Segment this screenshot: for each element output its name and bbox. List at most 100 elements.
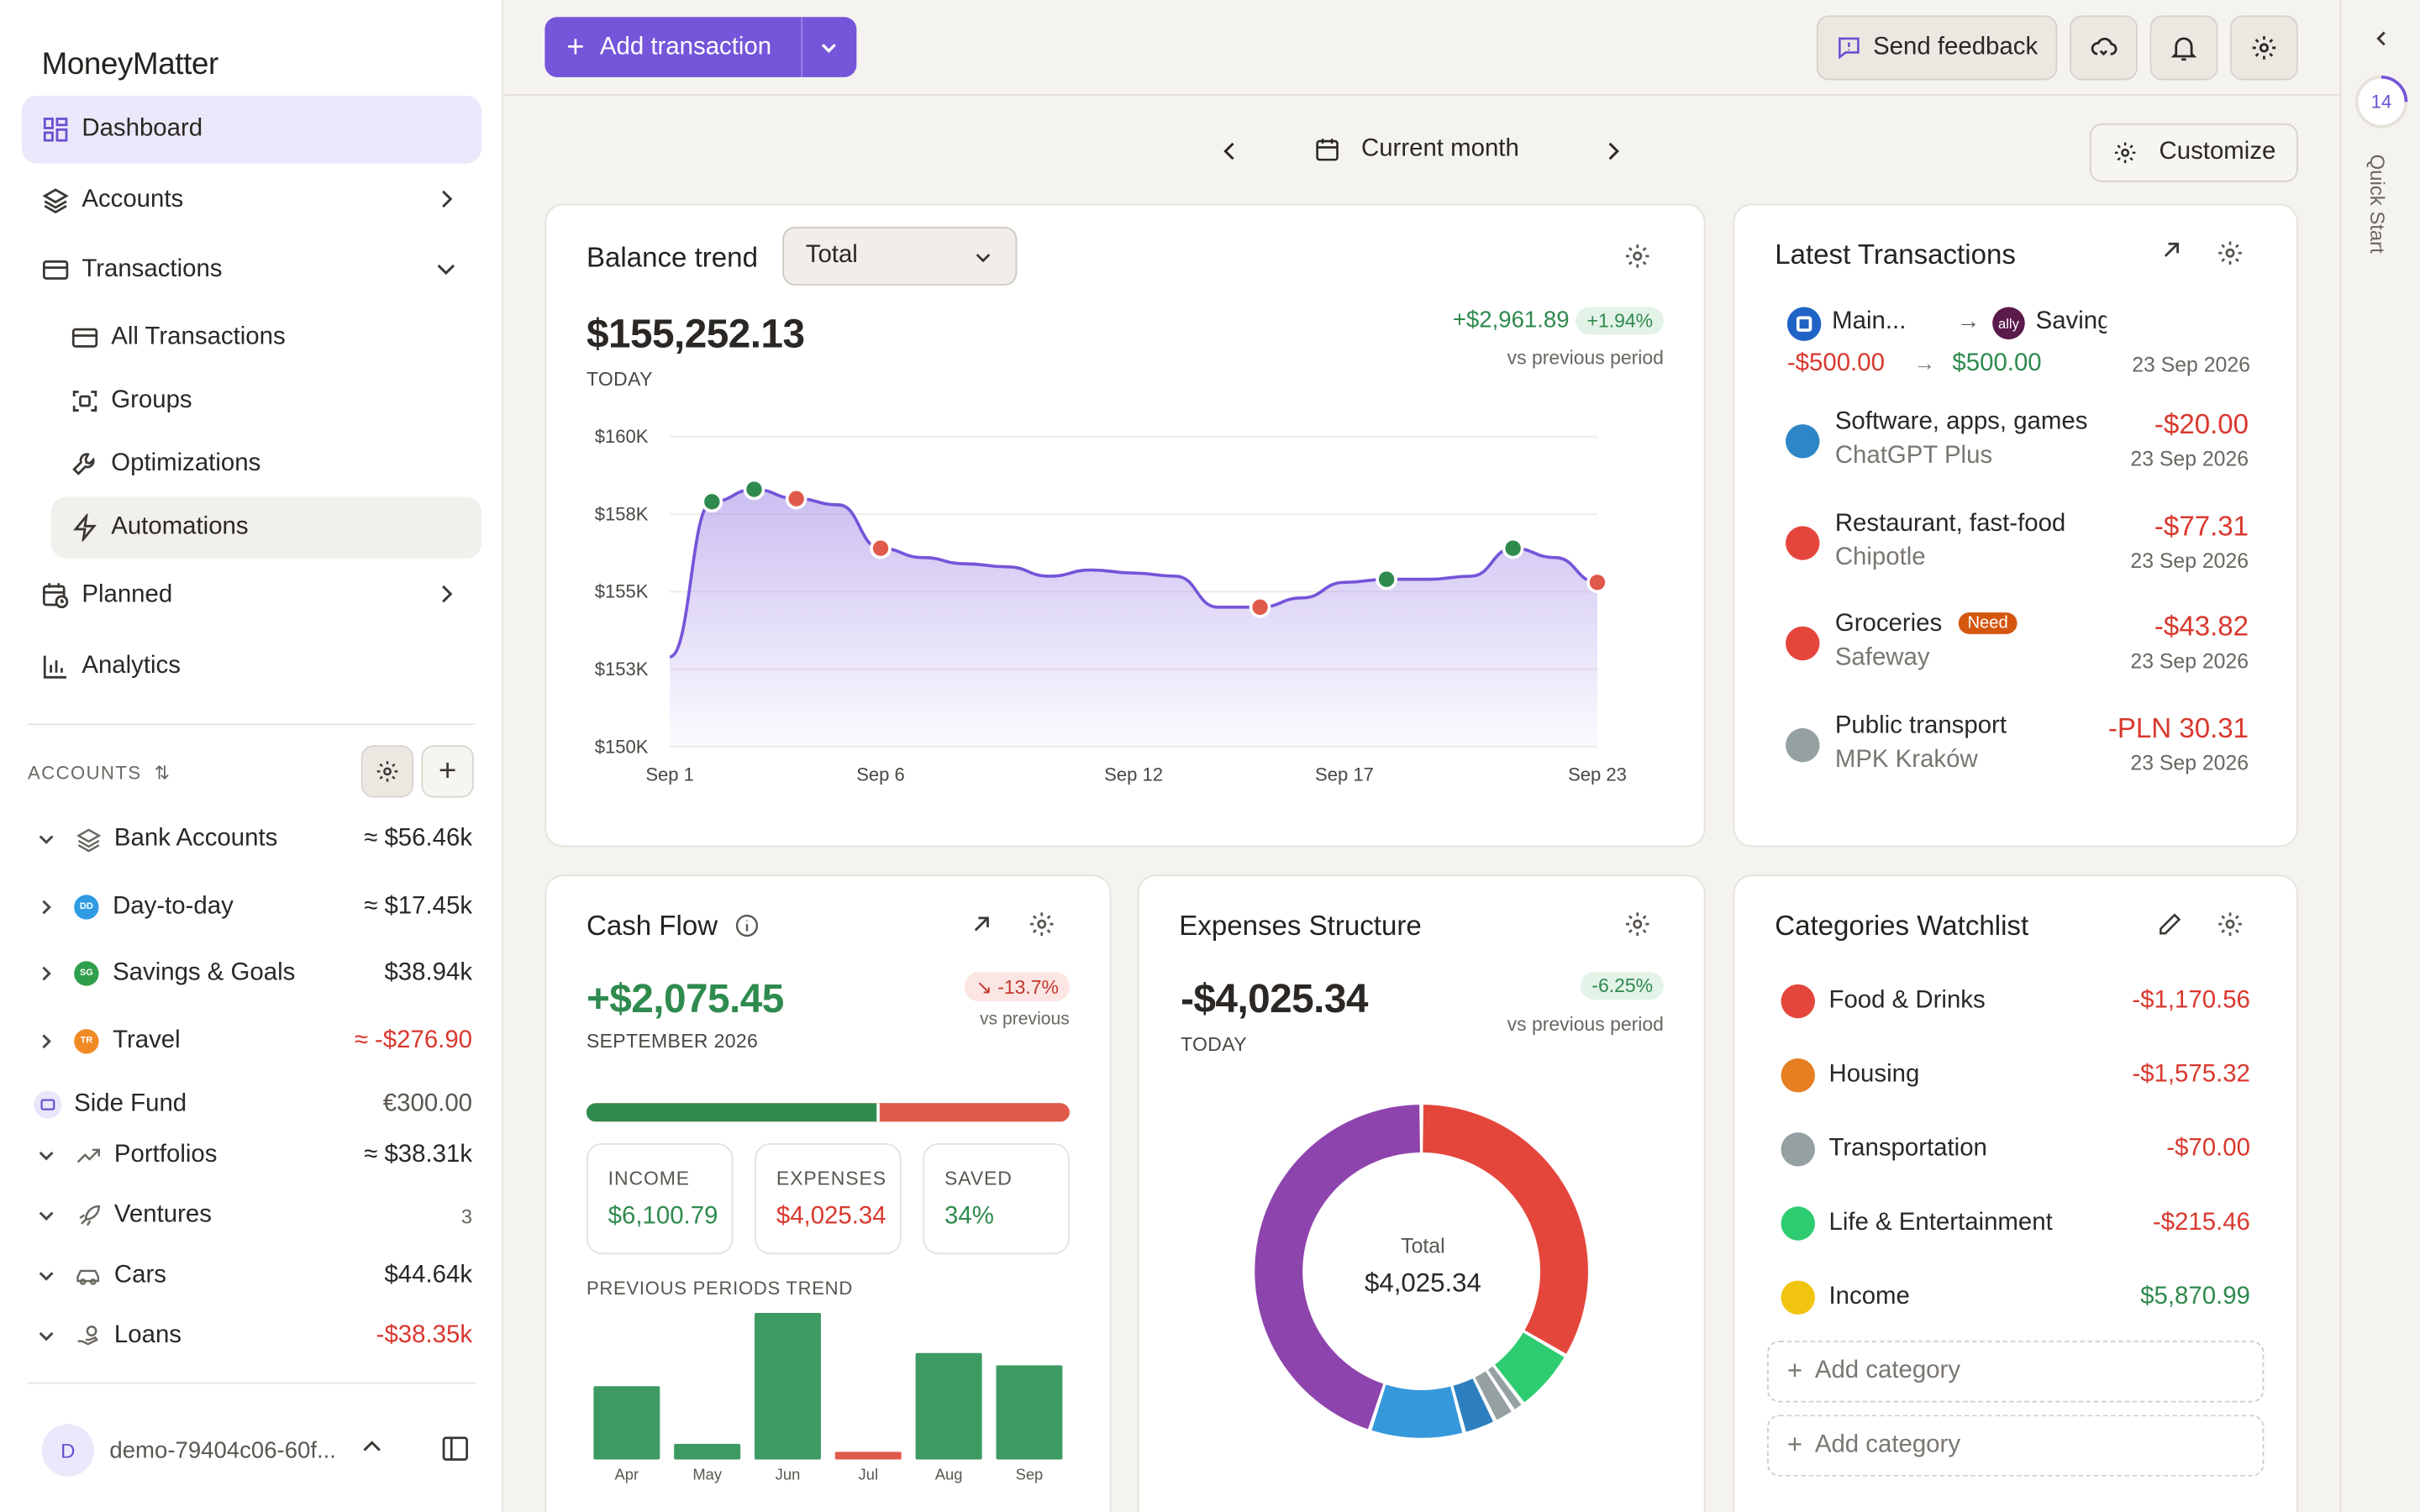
box-value: $4,025.34 [776, 1203, 886, 1230]
plus-icon: + [566, 29, 585, 65]
account-name: Portfolios [113, 1142, 218, 1168]
account-badge: DD [74, 895, 99, 920]
expenses-donut-chart [1255, 1105, 1588, 1438]
expand-icon[interactable] [971, 913, 992, 942]
transaction-row[interactable]: Groceries Need Safeway -$43.82 23 Sep 20… [1786, 608, 2249, 682]
nav-planned[interactable]: Planned [22, 562, 481, 630]
transaction-row[interactable]: Software, apps, games ChatGPT Plus -$20.… [1786, 406, 2249, 480]
transfer-row[interactable]: Main... → ally Saving -$500.00 → $500.00… [1786, 304, 2250, 396]
accounts-header[interactable]: ACCOUNTS ⇅ [28, 762, 171, 784]
accounts-settings-button[interactable] [360, 745, 414, 798]
divider [28, 1382, 476, 1384]
next-period-button[interactable] [1602, 139, 1623, 171]
category-dot [1786, 727, 1820, 763]
gear-icon[interactable] [1028, 911, 1055, 938]
vs-label: vs previous period [1507, 1013, 1664, 1036]
category-label: Groceries [1834, 611, 1943, 638]
y-tick-label: $158K [595, 503, 649, 524]
nav-automations[interactable]: Automations [50, 497, 482, 559]
account-group-portfolios[interactable]: Portfolios ≈ $38.31k [34, 1132, 472, 1179]
account-day-to-day[interactable]: DD Day-to-day ≈ $17.45k [34, 884, 472, 930]
watchlist-row[interactable]: Housing -$1,575.32 [1781, 1057, 2250, 1094]
nav-optimizations[interactable]: Optimizations [51, 433, 481, 495]
add-category-button[interactable]: + Add category [1767, 1415, 2265, 1477]
category-name: Life & Entertainment [1828, 1209, 2053, 1236]
nav-all-transactions[interactable]: All Transactions [51, 307, 481, 368]
donut-slice [1475, 1371, 1512, 1420]
account-travel[interactable]: TR Travel ≈ -$276.90 [34, 1018, 472, 1064]
bar-label: Jul [859, 1465, 878, 1483]
customize-button[interactable]: Customize [2089, 123, 2298, 182]
watchlist-row[interactable]: Income $5,870.99 [1781, 1279, 2250, 1316]
balance-point [870, 537, 892, 559]
category-dot [1781, 1058, 1815, 1093]
watchlist-row[interactable]: Food & Drinks -$1,170.56 [1781, 983, 2250, 1020]
divider [28, 723, 476, 726]
expand-icon[interactable] [2160, 239, 2182, 269]
add-transaction-button[interactable]: + Add transaction [544, 17, 857, 77]
account-savings[interactable]: SG Savings & Goals $38.94k [34, 950, 472, 996]
collapse-icon[interactable] [2372, 28, 2391, 55]
account-group-ventures[interactable]: Ventures 3 [34, 1193, 472, 1239]
nav-accounts[interactable]: Accounts [22, 165, 481, 234]
nav-analytics[interactable]: Analytics [22, 633, 481, 701]
gear-icon[interactable] [1623, 911, 1651, 938]
watchlist-row[interactable]: Transportation -$70.00 [1781, 1131, 2250, 1168]
prev-period-button[interactable] [1219, 139, 1241, 171]
chevron-right-icon [435, 187, 457, 209]
account-group-bank[interactable]: Bank Accounts ≈ $56.46k [34, 816, 472, 863]
balance-scope-select[interactable]: Total [782, 226, 1018, 286]
nav-dashboard[interactable]: Dashboard [21, 95, 482, 164]
trend-bar [915, 1352, 982, 1460]
trend-bar [674, 1443, 741, 1460]
balance-point [1586, 571, 1608, 594]
transaction-category: Restaurant, fast-food [1834, 510, 2066, 538]
account-name: Savings & Goals [113, 959, 296, 986]
gear-icon [2112, 140, 2137, 165]
chevron-right-icon [435, 584, 457, 606]
nav-all-transactions-label: All Transactions [111, 323, 286, 350]
gear-icon[interactable] [2217, 239, 2244, 267]
box-label: INCOME [608, 1168, 691, 1190]
quick-start-progress[interactable]: 14 [2354, 74, 2409, 129]
sync-button[interactable] [2070, 15, 2138, 81]
chevron-down-icon [34, 1204, 58, 1228]
bar-label: May [692, 1465, 723, 1483]
period-selector[interactable]: Current month [1315, 136, 1519, 164]
quick-start-label[interactable]: Quick Start [2365, 154, 2390, 254]
bar-label: Sep [1016, 1465, 1044, 1483]
nav-transactions[interactable]: Transactions [22, 236, 481, 304]
info-icon[interactable] [734, 913, 759, 937]
settings-button[interactable] [2230, 15, 2298, 81]
y-tick-label: $150K [595, 736, 649, 757]
sidebar-toggle-icon[interactable] [441, 1435, 469, 1462]
category-dot [1786, 424, 1820, 459]
account-name: Side Fund [74, 1090, 187, 1117]
transaction-amount: -$77.31 [2154, 510, 2249, 542]
box-value: 34% [944, 1203, 994, 1230]
chevron-down-icon[interactable] [817, 35, 841, 60]
add-category-button[interactable]: + Add category [1767, 1341, 2265, 1403]
categories-watchlist-card: Categories Watchlist Food & Drinks -$1,1… [1733, 874, 2298, 1512]
account-amount: ≈ -$276.90 [354, 1027, 473, 1054]
edit-icon[interactable] [2158, 911, 2182, 944]
nav-groups[interactable]: Groups [51, 370, 481, 431]
transaction-row[interactable]: Restaurant, fast-food Chipotle -$77.31 2… [1786, 507, 2249, 581]
user-menu[interactable]: D demo-79404c06-60f... [41, 1422, 474, 1478]
account-group-loans[interactable]: Loans -$38.35k [34, 1313, 472, 1359]
add-account-button[interactable]: + [421, 745, 474, 798]
account-group-cars[interactable]: Cars $44.64k [34, 1252, 472, 1299]
gear-icon[interactable] [2217, 911, 2244, 938]
account-side-fund[interactable]: Side Fund €300.00 [34, 1082, 472, 1128]
watchlist-row[interactable]: Life & Entertainment -$215.46 [1781, 1205, 2250, 1242]
nav-optimizations-label: Optimizations [111, 450, 261, 477]
account-name: Ventures [113, 1201, 212, 1229]
nav-dashboard-label: Dashboard [82, 115, 203, 142]
category-dot [1781, 1206, 1815, 1241]
gear-icon[interactable] [1623, 242, 1651, 270]
transaction-row[interactable]: Public transport MPK Kraków -PLN 30.31 2… [1786, 710, 2249, 784]
y-tick-label: $155K [595, 581, 649, 602]
send-feedback-button[interactable]: Send feedback [1816, 15, 2058, 81]
notifications-button[interactable] [2149, 15, 2218, 81]
avatar: D [41, 1424, 95, 1477]
